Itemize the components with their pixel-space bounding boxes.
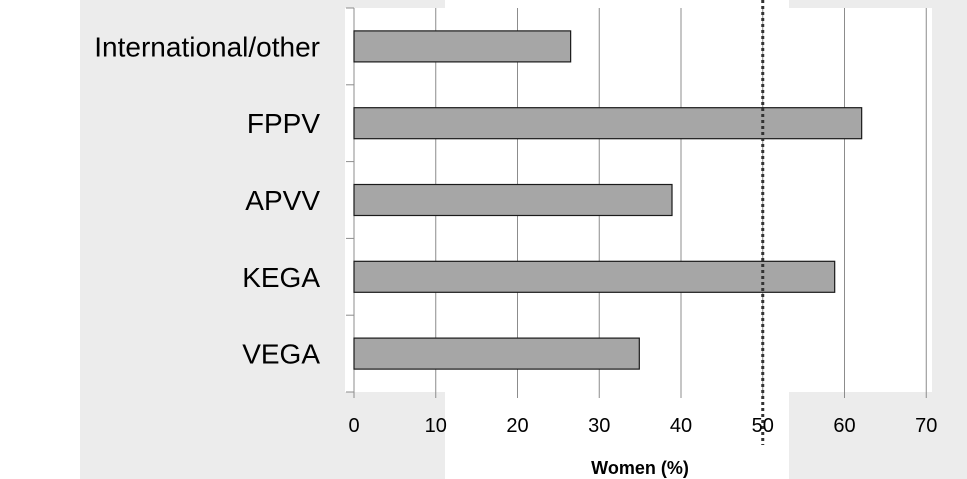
category-label-kega: KEGA	[242, 262, 320, 293]
x-tick-label-60: 60	[833, 415, 855, 437]
bar-fppv	[353, 107, 863, 140]
category-label-vega: VEGA	[242, 339, 320, 370]
x-axis-title: Women (%)	[591, 458, 689, 478]
x-tick-label-10: 10	[425, 415, 447, 437]
x-tick-label-30: 30	[588, 415, 610, 437]
x-tick-labels: 0 10 20 30 40 50 60 70	[348, 415, 937, 437]
category-labels: International/other FPPV APVV KEGA VEGA	[94, 31, 320, 369]
category-label-international-other: International/other	[94, 31, 320, 62]
bar-kega	[353, 260, 836, 293]
bars	[353, 30, 863, 370]
category-label-apvv: APVV	[245, 185, 320, 216]
x-tick-label-70: 70	[915, 415, 937, 437]
x-tick-label-0: 0	[348, 415, 359, 437]
category-label-fppv: FPPV	[247, 108, 320, 139]
x-tick-label-40: 40	[670, 415, 692, 437]
bar-apvv	[353, 183, 673, 217]
x-tick-label-20: 20	[506, 415, 528, 437]
x-tick-label-50: 50	[752, 415, 774, 437]
bar-international-other	[353, 30, 572, 63]
bar-vega	[353, 337, 640, 370]
